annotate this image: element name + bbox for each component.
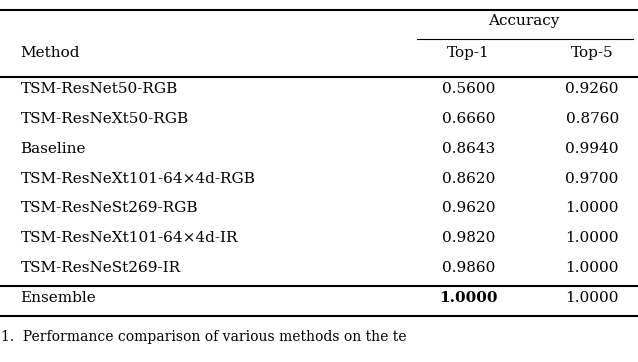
Text: 0.8760: 0.8760	[565, 112, 619, 126]
Text: 0.9260: 0.9260	[565, 82, 619, 96]
Text: Top-1: Top-1	[447, 46, 489, 60]
Text: 0.9860: 0.9860	[441, 261, 495, 275]
Text: Method: Method	[20, 46, 80, 60]
Text: 1.0000: 1.0000	[565, 291, 619, 305]
Text: TSM-ResNet50-RGB: TSM-ResNet50-RGB	[20, 82, 178, 96]
Text: 1.0000: 1.0000	[439, 291, 498, 305]
Text: Baseline: Baseline	[20, 142, 86, 156]
Text: Top-5: Top-5	[571, 46, 614, 60]
Text: TSM-ResNeXt101-64×4d-IR: TSM-ResNeXt101-64×4d-IR	[20, 231, 238, 245]
Text: TSM-ResNeSt269-RGB: TSM-ResNeSt269-RGB	[20, 202, 198, 215]
Text: 0.9620: 0.9620	[441, 202, 495, 215]
Text: 0.9820: 0.9820	[441, 231, 495, 245]
Text: 0.5600: 0.5600	[441, 82, 495, 96]
Text: TSM-ResNeXt101-64×4d-RGB: TSM-ResNeXt101-64×4d-RGB	[20, 172, 255, 186]
Text: 1.0000: 1.0000	[565, 261, 619, 275]
Text: 0.9700: 0.9700	[565, 172, 619, 186]
Text: TSM-ResNeXt50-RGB: TSM-ResNeXt50-RGB	[20, 112, 189, 126]
Text: Ensemble: Ensemble	[20, 291, 96, 305]
Text: 0.8643: 0.8643	[441, 142, 495, 156]
Text: 0.6660: 0.6660	[441, 112, 495, 126]
Text: TSM-ResNeSt269-IR: TSM-ResNeSt269-IR	[20, 261, 181, 275]
Text: Accuracy: Accuracy	[488, 14, 560, 28]
Text: 1.0000: 1.0000	[565, 202, 619, 215]
Text: 0.8620: 0.8620	[441, 172, 495, 186]
Text: 1.0000: 1.0000	[565, 231, 619, 245]
Text: 1.  Performance comparison of various methods on the te: 1. Performance comparison of various met…	[1, 331, 407, 344]
Text: 0.9940: 0.9940	[565, 142, 619, 156]
